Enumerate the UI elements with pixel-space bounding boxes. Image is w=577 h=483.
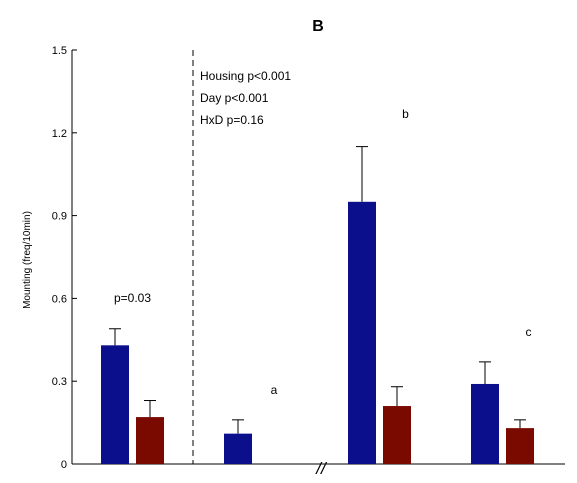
chart-title: B — [312, 18, 324, 35]
group-label: b — [402, 107, 409, 121]
group-label: a — [271, 383, 278, 397]
bar-red — [136, 417, 164, 464]
stats-line-housing: Housing p<0.001 — [200, 69, 291, 83]
bar-blue — [471, 383, 499, 464]
group-label: c — [526, 325, 532, 339]
y-tick-label: 1.5 — [52, 45, 67, 57]
y-tick-label: 0 — [61, 459, 67, 471]
bar-blue — [224, 433, 252, 464]
y-tick-label: 1.2 — [52, 128, 67, 140]
stats-line-interaction: HxD p=0.16 — [200, 113, 264, 127]
bar-blue — [348, 201, 376, 465]
group-labels: p=0.03 a b c — [114, 107, 532, 397]
bar-red — [506, 428, 534, 464]
y-ticks: 0 0.3 0.6 0.9 1.2 1.5 — [52, 45, 77, 471]
stats-line-day: Day p<0.001 — [200, 91, 269, 105]
y-tick-label: 0.9 — [52, 211, 67, 223]
y-tick-label: 0.6 — [52, 293, 67, 305]
y-axis-label: Mounting (freq/10min) — [22, 211, 33, 309]
y-tick-label: 0.3 — [52, 376, 67, 388]
bar-red — [383, 406, 411, 464]
bars — [101, 146, 534, 465]
axis-break-label: // — [315, 459, 328, 478]
bar-blue — [101, 345, 129, 464]
group-label: p=0.03 — [114, 291, 151, 305]
